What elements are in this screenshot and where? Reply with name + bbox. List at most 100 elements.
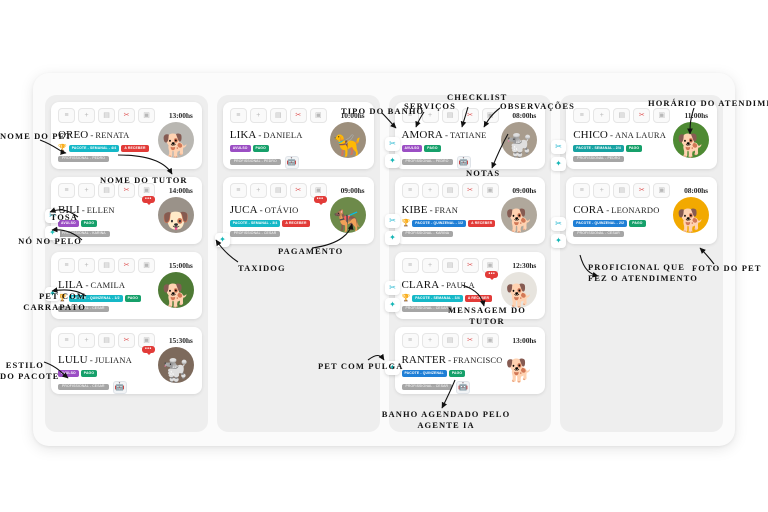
plus-icon[interactable]: + (593, 183, 611, 198)
plus-icon[interactable]: + (421, 333, 439, 348)
chip-amora-carrapato[interactable]: ✦ (385, 154, 400, 168)
menu-icon[interactable]: ≡ (58, 183, 75, 198)
tutor-message-badge[interactable]: ••• (485, 271, 499, 280)
chip-clara-carrapato[interactable]: ✦ (385, 298, 400, 312)
chip-kibe-tosa[interactable]: ✂ (385, 214, 400, 228)
chip-cora-tosa[interactable]: ✂ (551, 217, 566, 231)
pet-photo-avatar[interactable]: 🐕‍🦺 (329, 197, 366, 233)
pet-photo-avatar[interactable]: 🐕 (673, 122, 709, 158)
ai-agent-icon[interactable]: 🤖 (456, 380, 471, 394)
appointment-card[interactable]: ≡ + ▤ ✂ ▣ 13:00hs RANTER - FRANCISCO PACOTE - QUI… (394, 327, 546, 394)
notes-icon[interactable]: ▣ (481, 108, 499, 123)
appointment-card[interactable]: ≡ + ▤ ✂ ▣ 15:00hs LILA - CAMILA 🏆 PACOTE - QUINZEN… (51, 252, 202, 319)
notes-icon[interactable]: ▣ (481, 258, 499, 273)
menu-icon[interactable]: ≡ (229, 183, 247, 198)
menu-icon[interactable]: ≡ (401, 258, 419, 273)
checklist-icon[interactable]: ▤ (98, 183, 115, 198)
menu-icon[interactable]: ≡ (58, 108, 75, 123)
scissors-icon[interactable]: ✂ (461, 258, 479, 273)
tutor-message-badge[interactable]: ••• (141, 196, 155, 205)
plus-icon[interactable]: + (249, 183, 267, 198)
menu-icon[interactable]: ≡ (58, 333, 75, 348)
plus-icon[interactable]: + (78, 333, 95, 348)
appointment-card[interactable]: ≡ + ▤ ✂ ▣ 08:00hs CORA - LEONARDO PACOTE - QUINZE… (566, 177, 717, 244)
pet-photo-avatar[interactable]: 🐕 (157, 272, 194, 308)
checklist-icon[interactable]: ▤ (269, 108, 287, 123)
menu-icon[interactable]: ≡ (573, 108, 591, 123)
notes-icon[interactable]: ▣ (481, 333, 499, 348)
menu-icon[interactable]: ≡ (229, 108, 247, 123)
scissors-icon[interactable]: ✂ (633, 183, 651, 198)
menu-icon[interactable]: ≡ (573, 183, 591, 198)
checklist-icon[interactable]: ▤ (613, 183, 631, 198)
plus-icon[interactable]: + (78, 108, 95, 123)
ai-agent-icon[interactable]: 🤖 (112, 380, 127, 394)
pet-photo-avatar[interactable]: 🐕 (501, 272, 538, 308)
appointment-card[interactable]: ≡ + ▤ ✂ ▣ 15:30hs LULU - JULIANA AVULSO PAGO PROFIS… (51, 327, 202, 394)
chip-juca-taxidog[interactable]: ✦ (215, 233, 230, 247)
plus-icon[interactable]: + (593, 108, 611, 123)
appointment-card[interactable]: ≡ + ▤ ✂ ▣ 09:00hs JUCA - OTÁVIO PACOTE - SEMANAL … (222, 177, 374, 244)
chip-chico-tosa[interactable]: ✂ (551, 140, 566, 154)
chip-clara-tosa[interactable]: ✂ (385, 281, 400, 295)
checklist-icon[interactable]: ▤ (98, 108, 115, 123)
scissors-icon[interactable]: ✂ (118, 333, 135, 348)
pet-photo-avatar[interactable]: 🐶 (157, 197, 194, 233)
scissors-icon[interactable]: ✂ (633, 108, 651, 123)
scissors-icon[interactable]: ✂ (289, 183, 307, 198)
checklist-icon[interactable]: ▤ (441, 258, 459, 273)
notes-icon[interactable]: ▣ (481, 183, 499, 198)
scissors-icon[interactable]: ✂ (461, 183, 479, 198)
chip-chico-carrapato[interactable]: ✦ (551, 157, 566, 171)
scissors-icon[interactable]: ✂ (118, 258, 135, 273)
pet-photo-avatar[interactable]: 🐕 (157, 122, 194, 158)
appointment-card[interactable]: ≡ + ▤ ✂ ▣ 14:00hs BILI - ELLEN AVULSO PAGO PROFISSI… (51, 177, 202, 244)
scissors-icon[interactable]: ✂ (118, 108, 135, 123)
ai-agent-icon[interactable]: 🤖 (284, 155, 299, 169)
pet-photo-avatar[interactable]: 🐕 (501, 197, 538, 233)
plus-icon[interactable]: + (421, 258, 439, 273)
chip-cora-carrapato[interactable]: ✦ (551, 234, 566, 248)
scissors-icon[interactable]: ✂ (289, 108, 307, 123)
appointment-card[interactable]: ≡ + ▤ ✂ ▣ 12:30hs CLARA - PAULA 🏆 PACOTE - SEMANAL… (394, 252, 546, 319)
appointment-card[interactable]: ≡ + ▤ ✂ ▣ 13:00hs OREO - RENATA 🏆 PACOTE - SEMANAL… (51, 102, 202, 169)
notes-icon[interactable]: ▣ (653, 108, 671, 123)
ai-agent-icon[interactable]: 🤖 (456, 155, 471, 169)
checklist-icon[interactable]: ▤ (613, 108, 631, 123)
plus-icon[interactable]: + (78, 183, 95, 198)
chip-amora-tosa[interactable]: ✂ (385, 137, 400, 151)
checklist-icon[interactable]: ▤ (441, 333, 459, 348)
scissors-icon[interactable]: ✂ (461, 333, 479, 348)
pet-photo-avatar[interactable]: 🐕 (673, 197, 709, 233)
plus-icon[interactable]: + (421, 183, 439, 198)
tutor-message-badge[interactable]: ••• (313, 196, 327, 205)
chip-kibe-carrapato[interactable]: ✦ (385, 231, 400, 245)
menu-icon[interactable]: ≡ (401, 333, 419, 348)
pet-photo-avatar[interactable]: 🦮 (329, 122, 366, 158)
appointment-card[interactable]: ≡ + ▤ ✂ ▣ 11:00hs CHICO - ANA LAURA PACOTE - SEMA… (566, 102, 717, 169)
pet-photo-avatar[interactable]: 🐩 (157, 347, 194, 383)
notes-icon[interactable]: ▣ (653, 183, 671, 198)
pet-photo-avatar[interactable]: 🐩 (501, 122, 538, 158)
scissors-icon[interactable]: ✂ (118, 183, 135, 198)
checklist-icon[interactable]: ▤ (441, 108, 459, 123)
checklist-icon[interactable]: ▤ (98, 258, 115, 273)
appointment-card[interactable]: ≡ + ▤ ✂ ▣ 09:00hs KIBE - FRAN 🏆 PACOTE - QUINZENAL… (394, 177, 546, 244)
plus-icon[interactable]: + (249, 108, 267, 123)
notes-icon[interactable]: ▣ (138, 108, 155, 123)
menu-icon[interactable]: ≡ (401, 108, 419, 123)
checklist-icon[interactable]: ▤ (98, 333, 115, 348)
scissors-icon[interactable]: ✂ (461, 108, 479, 123)
tutor-message-badge[interactable]: ••• (141, 346, 155, 355)
chip-ranter-pulga[interactable]: ✦ (385, 361, 400, 375)
appointment-card[interactable]: ≡ + ▤ ✂ ▣ 10:00hs LIKA - DANIELA AVULSO PAGO PROFIS… (222, 102, 374, 169)
notes-icon[interactable]: ▣ (138, 258, 155, 273)
board-column: ≡ + ▤ ✂ ▣ 13:00hs OREO - RENATA 🏆 PACOTE - SEMANAL… (45, 95, 208, 432)
menu-icon[interactable]: ≡ (58, 258, 75, 273)
checklist-icon[interactable]: ▤ (269, 183, 287, 198)
notes-icon[interactable]: ▣ (309, 108, 327, 123)
checklist-icon[interactable]: ▤ (441, 183, 459, 198)
menu-icon[interactable]: ≡ (401, 183, 419, 198)
plus-icon[interactable]: + (78, 258, 95, 273)
pet-photo-avatar[interactable]: 🐕 (501, 347, 538, 383)
